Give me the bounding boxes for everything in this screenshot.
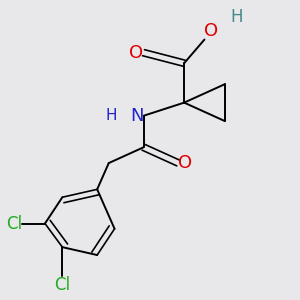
Text: H: H: [106, 108, 118, 123]
Text: O: O: [204, 22, 219, 40]
Text: N: N: [130, 107, 144, 125]
Text: H: H: [230, 8, 243, 26]
Text: O: O: [178, 154, 193, 172]
Text: Cl: Cl: [54, 276, 70, 294]
Text: Cl: Cl: [6, 214, 22, 232]
Text: O: O: [129, 44, 144, 62]
